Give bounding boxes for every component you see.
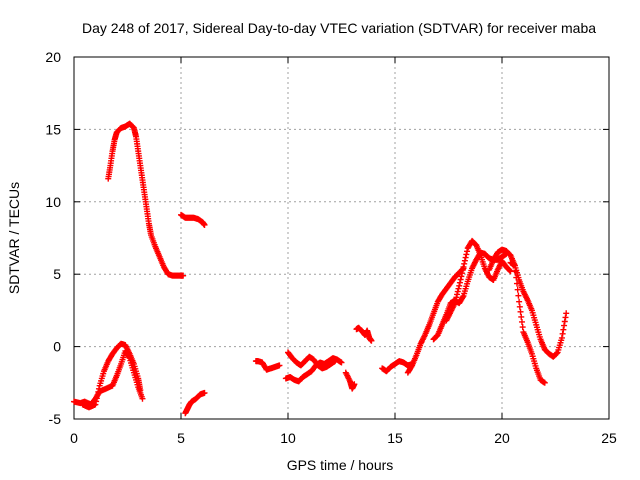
data-point xyxy=(452,297,459,304)
y-tick-labels: -5 0 5 10 15 20 xyxy=(45,49,61,427)
y-axis-label: SDTVAR / TECUs xyxy=(6,182,22,294)
x-axis-label: GPS time / hours xyxy=(287,457,394,473)
data-point xyxy=(562,314,569,321)
y-tick-label: 0 xyxy=(53,339,61,355)
data-point xyxy=(464,248,471,255)
x-tick-label: 5 xyxy=(177,430,185,446)
data-point xyxy=(451,300,458,307)
data-point xyxy=(459,294,466,301)
data-point xyxy=(92,401,99,408)
series-arc-o xyxy=(507,259,548,386)
data-point xyxy=(338,359,345,366)
data-point xyxy=(515,292,522,299)
data-point xyxy=(463,251,470,258)
series-arc-n xyxy=(486,246,570,360)
data-point xyxy=(453,294,460,301)
data-point xyxy=(514,286,521,293)
data-point xyxy=(459,267,466,274)
data-point xyxy=(511,262,518,269)
data-point xyxy=(459,270,466,277)
data-point xyxy=(559,330,566,337)
data-point xyxy=(561,322,568,329)
data-point xyxy=(95,388,102,395)
data-point xyxy=(513,274,520,281)
data-point xyxy=(560,326,567,333)
series-arc-d xyxy=(182,389,208,417)
series-arc-b xyxy=(105,120,187,279)
data-point xyxy=(456,279,463,286)
data-point xyxy=(201,221,208,228)
data-point xyxy=(454,288,461,295)
y-tick-label: 20 xyxy=(45,49,61,65)
data-point xyxy=(139,395,146,402)
data-point xyxy=(454,291,461,298)
data-point xyxy=(95,385,102,392)
x-tick-label: 0 xyxy=(70,430,78,446)
data-point xyxy=(332,358,339,365)
data-point xyxy=(517,308,524,315)
data-point xyxy=(512,268,519,275)
series-arc-g xyxy=(285,349,339,372)
data-point xyxy=(201,389,208,396)
series-arc-j xyxy=(379,358,416,375)
data-point xyxy=(180,272,187,279)
data-point xyxy=(518,318,525,325)
x-tick-label: 15 xyxy=(387,430,403,446)
series-arc-h xyxy=(342,369,358,392)
series-arc-c xyxy=(178,211,208,228)
series-arc-a2 xyxy=(79,340,144,411)
data-point xyxy=(541,379,548,386)
x-tick-labels: 0 5 10 15 20 25 xyxy=(70,430,617,446)
chart-title: Day 248 of 2017, Sidereal Day-to-day VTE… xyxy=(82,20,596,36)
data-point xyxy=(513,280,520,287)
data-point xyxy=(94,392,101,399)
data-point xyxy=(458,273,465,280)
y-tick-label: 15 xyxy=(45,121,61,137)
data-point xyxy=(563,310,570,317)
data-point xyxy=(351,381,358,388)
data-point xyxy=(457,276,464,283)
x-tick-label: 20 xyxy=(494,430,510,446)
x-tick-label: 25 xyxy=(601,430,617,446)
data-point xyxy=(93,395,100,402)
data-point xyxy=(516,298,523,305)
data-point xyxy=(276,362,283,369)
data-point xyxy=(561,318,568,325)
data-point xyxy=(519,324,526,331)
data-point xyxy=(553,350,560,357)
data-point xyxy=(368,337,375,344)
axis-ticks xyxy=(73,56,610,420)
data-point xyxy=(137,387,144,394)
grid-lines xyxy=(74,57,609,419)
data-point xyxy=(93,398,100,405)
x-tick-label: 10 xyxy=(280,430,296,446)
data-point xyxy=(518,313,525,320)
y-tick-label: -5 xyxy=(49,411,62,427)
series-arc-k xyxy=(404,265,467,376)
series-arc-i xyxy=(353,324,375,344)
data-point xyxy=(462,254,469,261)
data-point xyxy=(461,257,468,264)
data-point xyxy=(516,303,523,310)
y-tick-label: 5 xyxy=(53,266,61,282)
y-tick-label: 10 xyxy=(45,194,61,210)
data-point xyxy=(461,260,468,267)
data-points xyxy=(71,120,570,417)
data-point xyxy=(456,282,463,289)
data-point xyxy=(455,285,462,292)
plot-frame xyxy=(73,56,610,420)
data-point xyxy=(460,263,467,270)
data-point xyxy=(506,267,513,274)
series-arc-m xyxy=(443,237,514,324)
data-point xyxy=(558,334,565,341)
series-arc-e xyxy=(252,358,283,373)
